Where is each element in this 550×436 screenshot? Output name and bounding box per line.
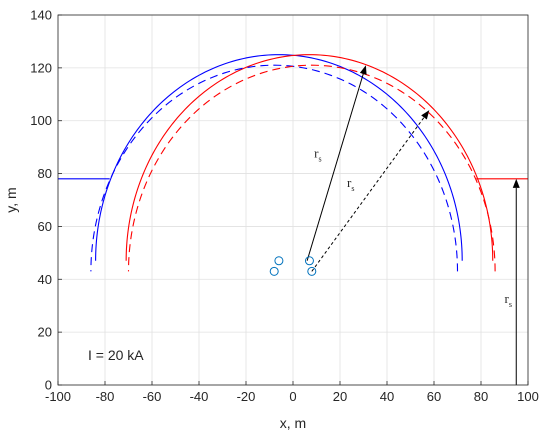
plot-content (58, 54, 528, 385)
y-tick-label: 80 (38, 166, 52, 181)
x-axis-title: x, m (280, 415, 306, 431)
radius-label: rs (505, 291, 512, 309)
arrow-shaft (306, 73, 364, 261)
dashed-arc (90, 64, 459, 272)
marker-group (269, 256, 317, 276)
y-tick-label: 120 (30, 60, 52, 75)
y-axis-title: y, m (3, 187, 19, 212)
conductor-marker (304, 256, 314, 266)
y-tick-label: 140 (30, 8, 52, 23)
radius-label: rs (314, 146, 321, 164)
x-tick-label: 0 (289, 389, 296, 404)
y-tick-label: 40 (38, 272, 52, 287)
y-tick-label: 100 (30, 113, 52, 128)
x-tick-label: 100 (517, 389, 539, 404)
y-tick-label: 0 (45, 378, 52, 393)
y-tick-label: 20 (38, 325, 52, 340)
conductor-marker (307, 266, 317, 276)
radius-label: rs (347, 175, 354, 193)
current-annotation: I = 20 kA (88, 347, 144, 363)
x-tick-labels: -100 -80 -60 -40 -20 0 20 40 60 80 100 (45, 389, 539, 404)
series-group (58, 54, 528, 272)
x-tick-label: -80 (96, 389, 115, 404)
conductor-marker (274, 256, 284, 266)
x-tick-label: -60 (143, 389, 162, 404)
x-tick-label: -40 (190, 389, 209, 404)
x-tick-label: 40 (380, 389, 394, 404)
dashed-arc (127, 64, 496, 272)
x-tick-label: 20 (333, 389, 347, 404)
arrow-head (359, 65, 367, 75)
conductor-marker (269, 266, 279, 276)
ticks-group (57, 14, 529, 386)
arrow-group (306, 65, 520, 385)
x-tick-label: 80 (474, 389, 488, 404)
x-tick-label: 60 (427, 389, 441, 404)
solid-arc (125, 54, 494, 261)
radius-labels: rs rs rs (314, 146, 512, 309)
y-tick-label: 60 (38, 219, 52, 234)
y-tick-labels: 0 20 40 60 80 100 120 140 (30, 8, 52, 393)
solid-arc (95, 54, 463, 261)
arrow-head (421, 110, 430, 120)
x-tick-label: -100 (45, 389, 71, 404)
arrow-head (512, 178, 520, 188)
x-tick-label: -20 (237, 389, 256, 404)
arrow-shaft (311, 117, 425, 272)
